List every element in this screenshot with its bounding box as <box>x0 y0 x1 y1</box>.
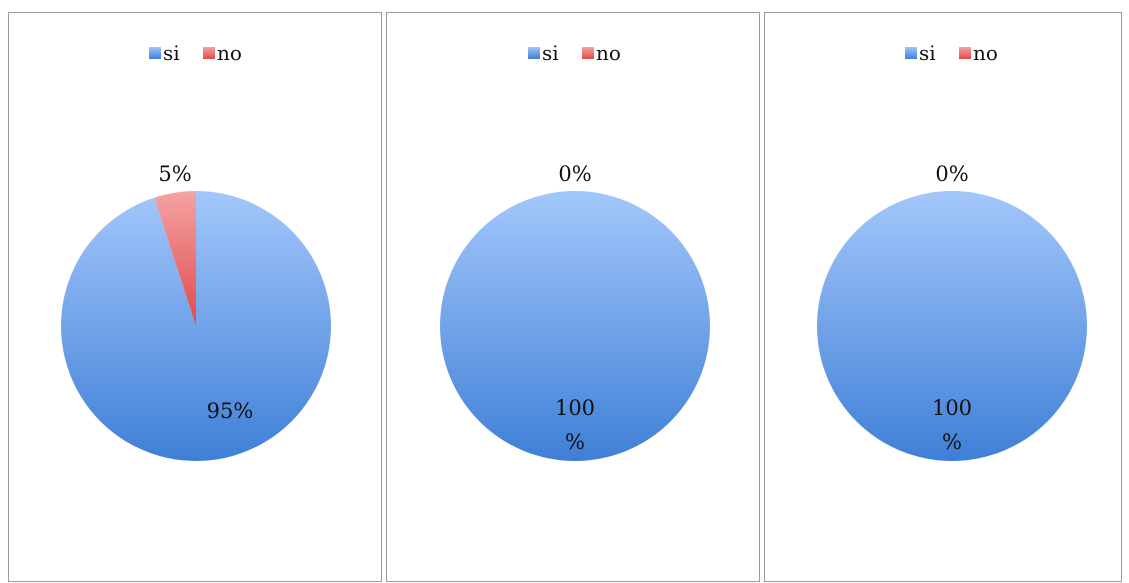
legend: si no <box>149 41 242 65</box>
data-label-si: 95% <box>207 399 254 423</box>
legend-swatch-si <box>905 47 917 59</box>
pie-chart-1: si no 95% 5% <box>60 41 331 462</box>
legend-swatch-si <box>149 47 161 59</box>
pie-slice-no <box>154 191 196 326</box>
legend: si no <box>905 41 998 65</box>
data-label-no: 0% <box>558 162 591 186</box>
legend-label-si: si <box>542 41 559 65</box>
legend-label-si: si <box>919 41 936 65</box>
pie-chart-panel-3: si no 100% 0% <box>764 12 1122 582</box>
data-label-si: 100% <box>555 396 595 454</box>
data-label-no: 5% <box>158 162 191 186</box>
legend-label-no: no <box>217 41 242 65</box>
pie-chart-3: si no 100 % 0% <box>817 41 1087 461</box>
legend-swatch-no <box>582 47 594 59</box>
pie-slice-si <box>817 191 1087 461</box>
data-label-no: 0% <box>935 162 968 186</box>
pie-slice-si <box>440 191 710 461</box>
legend-swatch-no <box>959 47 971 59</box>
legend-swatch-no <box>203 47 215 59</box>
legend-label-no: no <box>973 41 998 65</box>
legend-swatch-si <box>528 47 540 59</box>
legend-label-no: no <box>596 41 621 65</box>
legend-label-si: si <box>163 41 180 65</box>
data-label-si: 100% <box>932 396 972 454</box>
pie-chart-2: si no 100 % 0% <box>440 41 710 461</box>
pie-chart-panel-2: si no 100% 0% <box>386 12 760 582</box>
legend: si no <box>528 41 621 65</box>
pie-chart-panel-1: si no 95% 5% <box>8 12 382 582</box>
